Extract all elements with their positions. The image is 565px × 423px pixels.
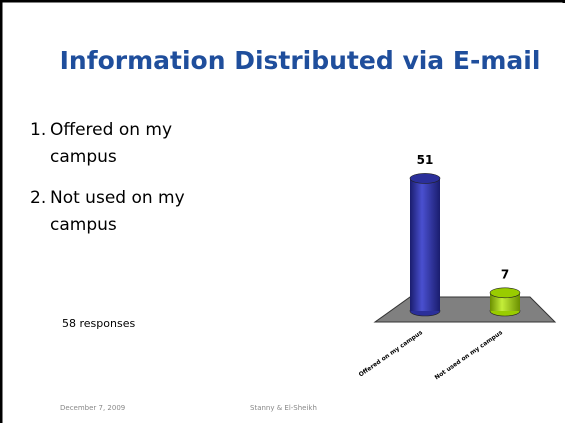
- list-item: Not used on my campus: [50, 188, 185, 235]
- slide-title: Information Distributed via E-mail: [60, 46, 541, 75]
- footer-authors: Stanny & El-Sheikh: [250, 404, 317, 412]
- list-item: Offered on my campus: [50, 120, 172, 167]
- x-tick-label: Not used on my campus: [434, 329, 505, 382]
- bar-top: [409, 173, 441, 184]
- data-label: 51: [417, 153, 434, 167]
- footer-date: December 7, 2009: [60, 404, 125, 412]
- list-number: 1.: [30, 120, 46, 140]
- data-label: 7: [501, 267, 509, 281]
- list-number: 2.: [30, 188, 46, 208]
- chart-floor: [373, 296, 557, 323]
- note: 58 responses: [62, 317, 135, 330]
- bar: [410, 178, 440, 311]
- bar-top: [489, 287, 521, 299]
- x-tick-label: Offered on my campus: [358, 329, 425, 379]
